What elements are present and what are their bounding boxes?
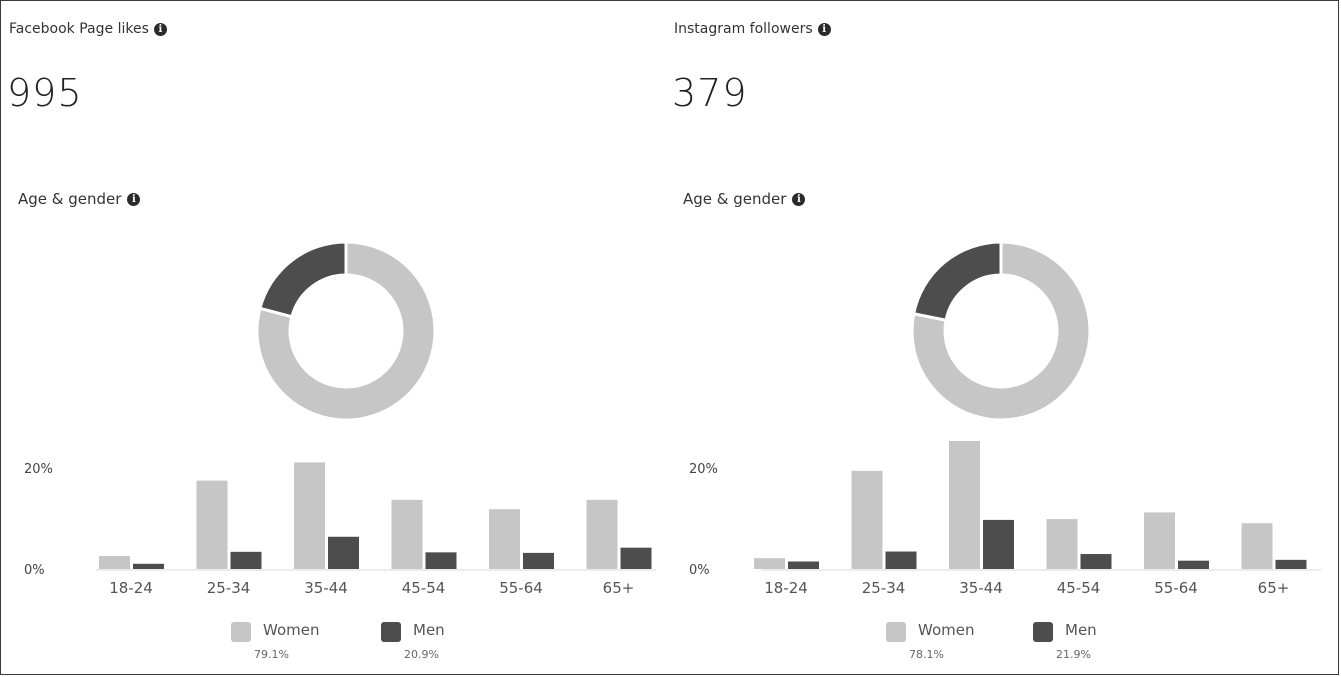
section-title-label: Age & gender [683,190,787,208]
legend-percentage: 79.1% [254,648,289,661]
bar-men-35-44 [328,536,359,569]
bar-men-18-24 [133,563,164,569]
bar-women-65+ [1241,523,1273,569]
section-title-label: Age & gender [18,190,122,208]
x-tick-label: 25-34 [207,579,251,597]
chart-legend: Women 79.1% Men 20.9% [1,620,661,670]
facebook-panel: Facebook Page likes i 995 Age & gender i… [1,1,661,676]
section-title: Age & gender i [18,190,141,208]
legend-percentage: 78.1% [909,648,944,661]
metric-title-label: Facebook Page likes [9,21,149,37]
metric-title-label: Instagram followers [674,21,813,37]
bar-women-55-64 [1144,512,1175,569]
legend-percentage: 20.9% [404,648,439,661]
bar-women-65+ [586,499,618,569]
bar-women-55-64 [489,509,520,569]
info-icon[interactable]: i [792,192,806,206]
bar-women-25-34 [196,480,228,569]
instagram-panel: Instagram followers i 379 Age & gender i… [666,1,1326,676]
gender-donut-chart [255,240,437,422]
bar-men-18-24 [788,561,819,569]
x-tick-label: 25-34 [862,579,906,597]
donut-slice-women [910,240,1092,422]
x-tick-label: 18-24 [764,579,808,597]
info-icon[interactable]: i [127,192,141,206]
legend-label: Women [918,621,975,639]
bar-women-35-44 [949,441,980,569]
legend-label: Women [263,621,320,639]
x-tick-label: 35-44 [959,579,1003,597]
bar-men-55-64 [523,552,554,569]
info-icon[interactable]: i [153,22,167,36]
bar-men-25-34 [230,551,262,569]
donut-slice-women [255,240,437,422]
x-tick-label: 55-64 [499,579,543,597]
x-tick-label: 55-64 [1154,579,1198,597]
bar-men-55-64 [1178,560,1209,569]
metric-value: 995 [7,71,83,115]
bar-men-65+ [620,547,652,569]
metric-value: 379 [672,71,748,115]
section-title: Age & gender i [683,190,806,208]
bar-men-65+ [1275,559,1307,569]
x-tick-label: 35-44 [304,579,348,597]
women-swatch [886,622,906,642]
metric-title: Facebook Page likes i [9,21,167,37]
y-tick-label: 0% [24,563,45,578]
chart-legend: Women 78.1% Men 21.9% [666,620,1326,670]
metric-title: Instagram followers i [674,21,831,37]
women-swatch [231,622,251,642]
age-bar-chart: 20% 0% 18-24 25-34 35-44 45-54 55-64 65+ [24,462,656,597]
donut-slice-men [258,240,348,319]
bar-men-25-34 [885,551,917,569]
donut-slice-men [911,240,1003,322]
x-tick-label: 65+ [603,579,635,597]
legend-label: Men [413,621,445,639]
legend-label: Men [1065,621,1097,639]
bar-women-45-54 [1046,519,1078,569]
men-swatch [381,622,401,642]
info-icon[interactable]: i [817,22,831,36]
legend-percentage: 21.9% [1056,648,1091,661]
men-swatch [1033,622,1053,642]
age-bar-chart: 20% 0% 18-24 25-34 35-44 45-54 55-64 65+ [689,441,1321,597]
bar-women-35-44 [294,462,325,569]
gender-donut-chart [910,240,1092,422]
x-tick-label: 45-54 [1057,579,1101,597]
y-tick-label: 20% [689,462,718,477]
bar-women-18-24 [754,558,785,569]
bar-men-45-54 [1080,554,1112,569]
x-tick-label: 18-24 [109,579,153,597]
bar-women-45-54 [391,499,423,569]
y-tick-label: 20% [24,462,53,477]
x-tick-label: 45-54 [402,579,446,597]
x-tick-label: 65+ [1258,579,1290,597]
bar-women-25-34 [851,470,883,569]
y-tick-label: 0% [689,563,710,578]
bar-women-18-24 [99,556,130,569]
bar-men-45-54 [425,552,457,569]
bar-men-35-44 [983,519,1014,569]
